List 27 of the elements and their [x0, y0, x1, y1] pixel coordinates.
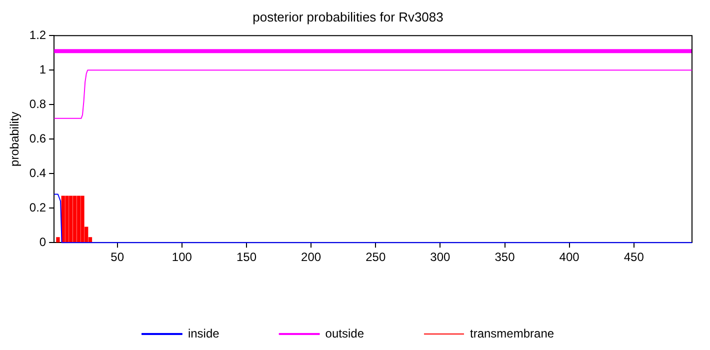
y-tick-label: 0.4 — [29, 166, 46, 180]
bar — [80, 196, 84, 242]
y-tick-label: 0.6 — [29, 131, 46, 146]
x-tick-label: 400 — [559, 250, 580, 264]
chart-title: posterior probabilities for Rv3083 — [252, 9, 444, 24]
x-tick-label: 50 — [110, 250, 124, 264]
x-tick-label: 100 — [172, 250, 192, 264]
y-tick-label: 0.8 — [29, 96, 46, 111]
x-tick-label: 150 — [236, 250, 257, 264]
x-tick-label: 200 — [301, 250, 322, 264]
x-tick-label: 300 — [430, 250, 451, 264]
x-tick-label: 250 — [366, 250, 386, 264]
y-tick-label: 0.2 — [29, 200, 46, 214]
bar — [76, 196, 80, 242]
bar — [72, 196, 77, 242]
y-axis-title: probability — [8, 112, 22, 166]
y-tick-label: 0 — [39, 234, 46, 249]
x-tick-label: 450 — [624, 250, 644, 264]
legend-label: inside — [188, 326, 220, 340]
y-tick-label: 1.2 — [29, 28, 46, 42]
x-tick-label: 350 — [494, 250, 516, 264]
bar — [69, 196, 73, 242]
legend-label: outside — [325, 326, 364, 340]
legend-label: transmembrane — [470, 326, 554, 340]
bar — [65, 196, 69, 242]
y-tick-label: 1 — [39, 62, 46, 76]
bar — [56, 237, 60, 242]
